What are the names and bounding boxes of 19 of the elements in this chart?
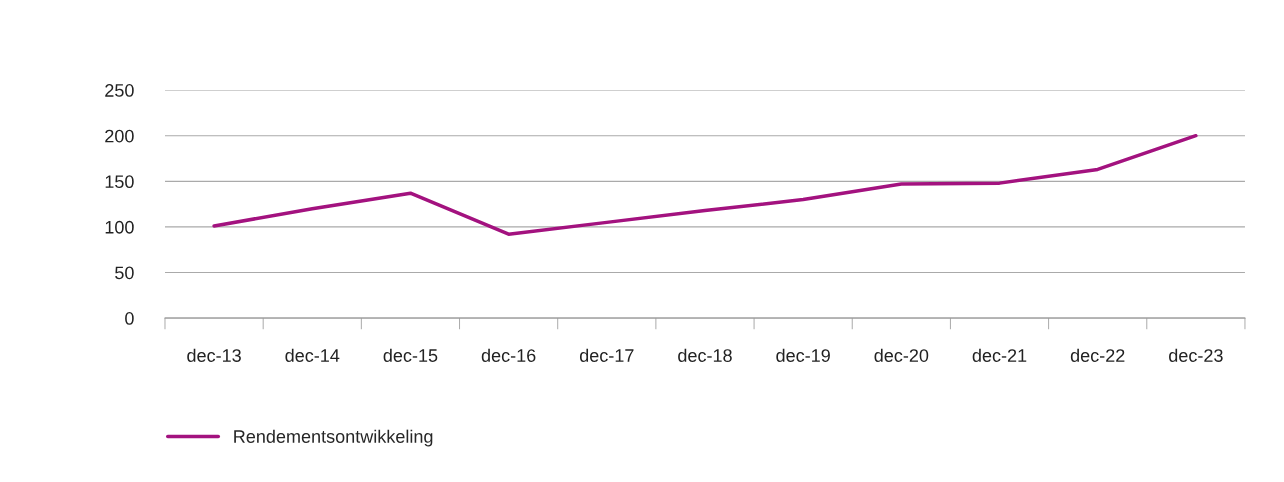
y-tick-label: 0 [125, 312, 134, 325]
y-tick-label: 250 [105, 84, 134, 97]
x-tick-label: dec-15 [383, 348, 438, 362]
line-series [212, 133, 1198, 236]
x-tick-label: dec-22 [1070, 348, 1125, 362]
legend-label: Rendementsontwikkeling [234, 429, 433, 447]
y-tick-label: 100 [105, 220, 134, 234]
x-tick-label: dec-19 [776, 348, 830, 362]
x-tick-label: dec-23 [1169, 348, 1223, 362]
x-tick-label: dec-14 [285, 348, 340, 362]
y-tick-label: 150 [105, 175, 134, 189]
x-tick-label: dec-21 [972, 348, 1027, 362]
x-tick-label: dec-16 [481, 348, 536, 362]
x-tick-label: dec-18 [678, 348, 732, 362]
y-tick-label: 200 [105, 129, 134, 143]
x-tick-label: dec-13 [187, 348, 241, 362]
x-tick-label: dec-17 [579, 348, 634, 362]
y-tick-label: 50 [115, 266, 134, 280]
x-tick-label: dec-20 [874, 348, 929, 362]
